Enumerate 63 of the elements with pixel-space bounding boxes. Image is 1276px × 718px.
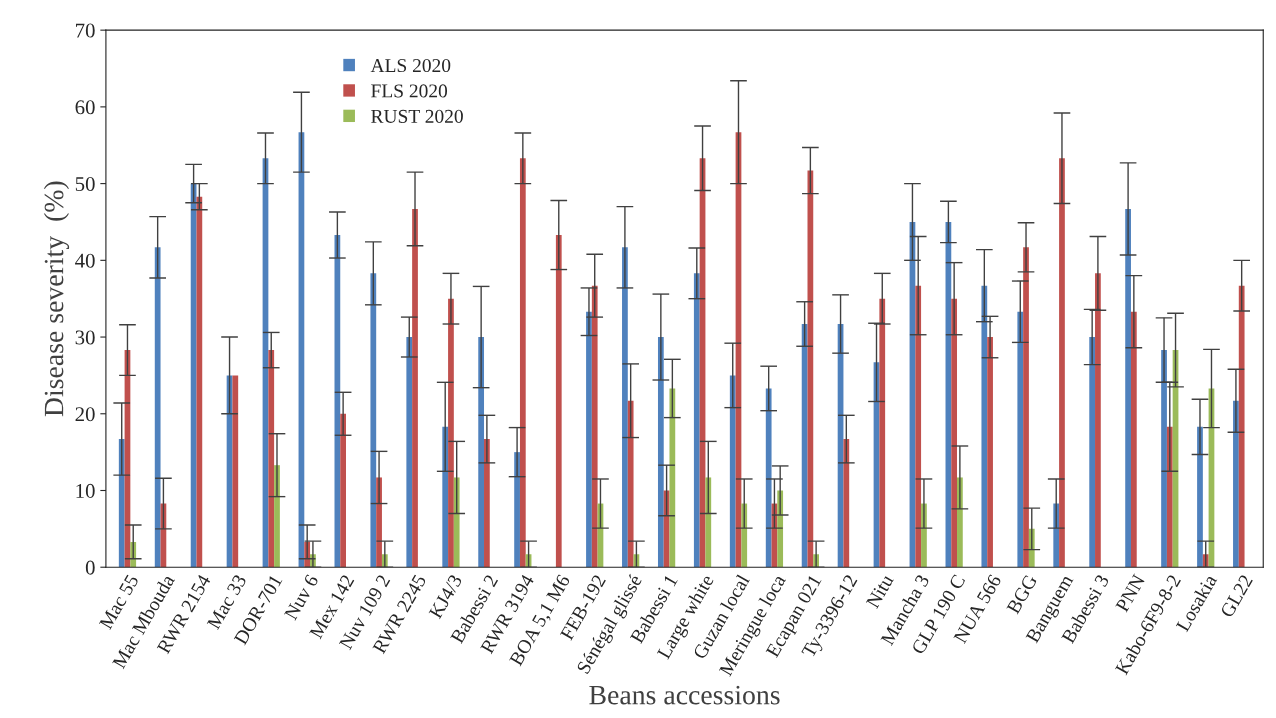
bar <box>519 158 526 568</box>
y-tick-label: 60 <box>75 100 95 115</box>
bar <box>370 273 377 568</box>
bar <box>591 285 598 568</box>
bar <box>807 170 814 568</box>
bar <box>705 477 712 568</box>
bar <box>669 388 676 568</box>
bar <box>729 375 736 568</box>
bar <box>915 285 922 568</box>
bar <box>1059 158 1065 568</box>
y-tick-label: 40 <box>75 253 95 268</box>
bar <box>879 298 886 568</box>
bar <box>951 298 958 568</box>
legend-label: FLS 2020 <box>371 84 448 98</box>
bar <box>765 388 772 568</box>
bar <box>622 247 628 568</box>
bar <box>657 337 664 568</box>
bar <box>484 439 490 568</box>
bar <box>478 337 485 568</box>
bar <box>514 452 520 568</box>
bar <box>334 235 341 568</box>
bar <box>412 208 418 568</box>
y-tick-label: 30 <box>75 330 95 345</box>
bar <box>118 439 125 568</box>
bar <box>586 311 592 568</box>
bar <box>274 465 280 568</box>
bar <box>268 350 275 568</box>
legend-label: ALS 2020 <box>370 58 451 73</box>
y-tick-label: 20 <box>75 407 95 422</box>
bar <box>154 247 161 568</box>
bar <box>1125 208 1131 568</box>
bar <box>555 235 562 568</box>
bar <box>1095 273 1101 568</box>
bar <box>406 337 413 568</box>
bar <box>1166 426 1173 568</box>
y-axis-title: Disease severity (%) <box>43 181 70 417</box>
bar <box>987 337 993 568</box>
bar <box>196 196 203 568</box>
y-tick-label: 10 <box>76 483 95 498</box>
y-tick-label: 50 <box>75 176 95 192</box>
bar <box>1233 400 1239 568</box>
bar <box>442 426 449 568</box>
bar <box>627 400 634 568</box>
bar <box>232 375 239 568</box>
bar <box>1053 503 1060 568</box>
bar <box>1017 311 1024 568</box>
bar <box>843 439 850 568</box>
bar <box>448 298 454 568</box>
y-tick-label: 0 <box>85 560 95 575</box>
bar <box>1238 285 1245 568</box>
bar <box>1130 311 1137 568</box>
bar <box>1161 350 1167 568</box>
bar <box>741 503 748 568</box>
bar <box>1197 426 1203 568</box>
legend-label: RUST 2020 <box>371 109 463 123</box>
bar <box>453 477 460 568</box>
bar <box>340 413 346 568</box>
y-tick-label: 70 <box>76 23 95 38</box>
bar <box>981 285 988 568</box>
bar <box>1089 337 1096 568</box>
x-axis-title: Beans accessions <box>589 685 780 705</box>
bar <box>693 273 700 568</box>
bar <box>1023 247 1029 568</box>
